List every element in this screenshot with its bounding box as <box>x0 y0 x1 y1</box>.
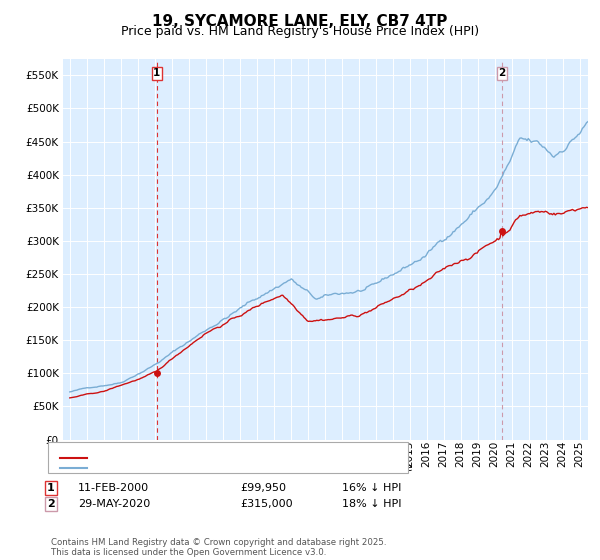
Text: 1: 1 <box>47 483 55 493</box>
Text: 11-FEB-2000: 11-FEB-2000 <box>78 483 149 493</box>
Text: £315,000: £315,000 <box>240 499 293 509</box>
Text: £99,950: £99,950 <box>240 483 286 493</box>
Text: HPI: Average price, detached house, East Cambridgeshire: HPI: Average price, detached house, East… <box>90 463 413 473</box>
Text: Price paid vs. HM Land Registry's House Price Index (HPI): Price paid vs. HM Land Registry's House … <box>121 25 479 38</box>
Text: 1: 1 <box>153 68 160 78</box>
Text: Contains HM Land Registry data © Crown copyright and database right 2025.
This d: Contains HM Land Registry data © Crown c… <box>51 538 386 557</box>
Text: 18% ↓ HPI: 18% ↓ HPI <box>342 499 401 509</box>
Text: 16% ↓ HPI: 16% ↓ HPI <box>342 483 401 493</box>
Text: 2: 2 <box>498 68 505 78</box>
Text: 29-MAY-2020: 29-MAY-2020 <box>78 499 150 509</box>
Text: 19, SYCAMORE LANE, ELY, CB7 4TP (detached house): 19, SYCAMORE LANE, ELY, CB7 4TP (detache… <box>90 453 387 463</box>
Text: 2: 2 <box>47 499 55 509</box>
Text: 19, SYCAMORE LANE, ELY, CB7 4TP: 19, SYCAMORE LANE, ELY, CB7 4TP <box>152 14 448 29</box>
